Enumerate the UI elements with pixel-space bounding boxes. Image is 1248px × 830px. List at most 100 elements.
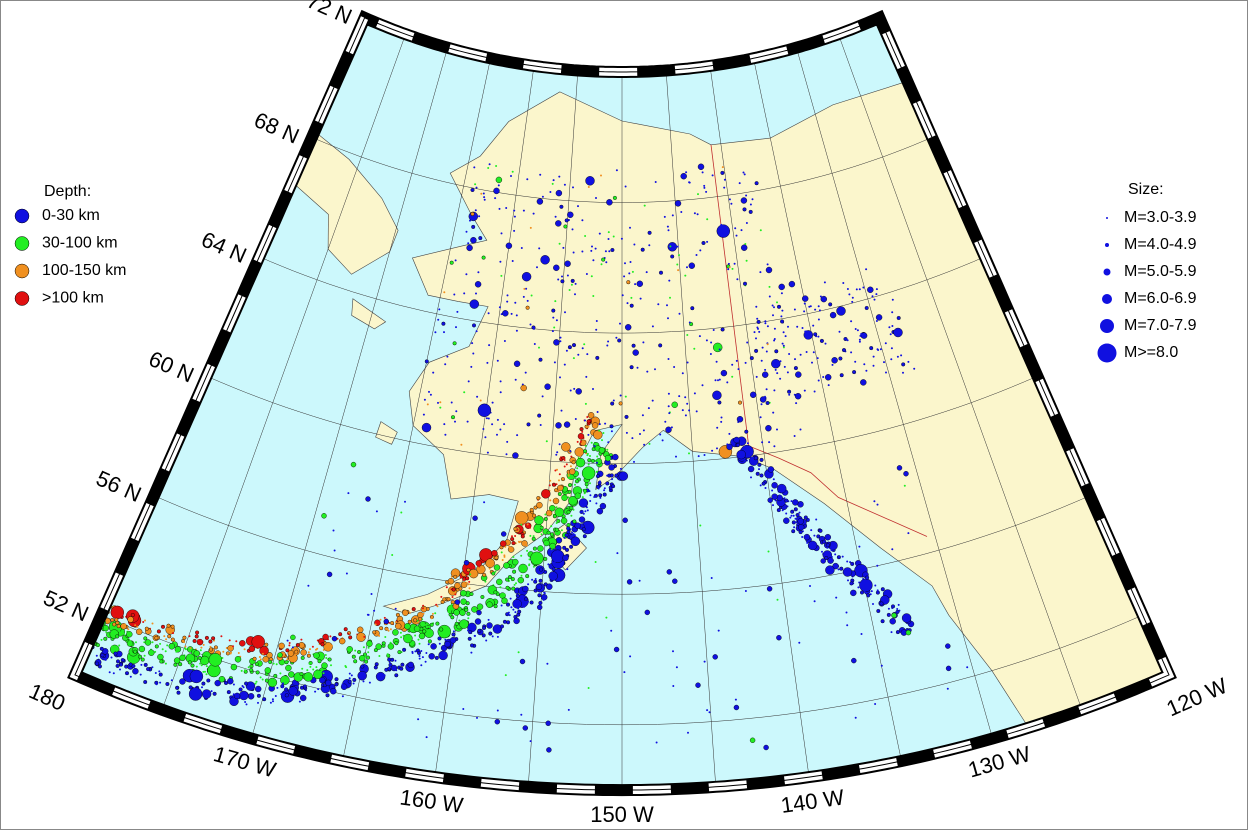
earthquake-marker: [356, 632, 366, 642]
earthquake-marker: [850, 589, 857, 597]
earthquake-marker: [431, 612, 434, 615]
earthquake-marker: [258, 656, 261, 658]
earthquake-marker: [417, 638, 420, 641]
earthquake-marker: [811, 361, 813, 364]
earthquake-marker: [614, 473, 619, 478]
earthquake-marker: [623, 275, 626, 278]
earthquake-marker: [750, 391, 757, 398]
earthquake-marker: [574, 447, 584, 457]
earthquake-marker: [202, 643, 205, 646]
earthquake-marker: [492, 560, 495, 563]
earthquake-marker: [581, 510, 584, 513]
earthquake-marker: [524, 371, 527, 374]
earthquake-marker: [569, 465, 572, 468]
earthquake-marker: [514, 535, 517, 537]
earthquake-marker: [541, 489, 551, 499]
earthquake-marker: [503, 555, 506, 558]
earthquake-marker: [579, 511, 582, 514]
earthquake-marker: [773, 389, 776, 392]
earthquake-marker: [507, 546, 515, 553]
earthquake-marker: [316, 647, 319, 650]
earthquake-marker: [427, 643, 430, 646]
earthquake-marker: [94, 661, 99, 666]
earthquake-marker: [375, 649, 378, 652]
earthquake-marker: [214, 679, 221, 687]
earthquake-marker: [517, 607, 520, 610]
earthquake-marker: [508, 545, 511, 548]
earthquake-marker: [142, 621, 145, 623]
earthquake-marker: [547, 563, 550, 566]
earthquake-marker: [496, 709, 499, 712]
earthquake-marker: [686, 402, 689, 405]
earthquake-marker: [383, 674, 386, 677]
earthquake-marker: [112, 672, 115, 675]
earthquake-marker: [438, 642, 441, 645]
earthquake-marker: [771, 304, 774, 307]
earthquake-marker: [765, 425, 772, 432]
earthquake-marker: [200, 646, 203, 649]
earthquake-marker: [744, 361, 747, 364]
earthquake-marker: [681, 409, 684, 412]
earthquake-marker: [195, 665, 198, 668]
earthquake-marker: [156, 629, 161, 634]
earthquake-marker: [172, 632, 174, 635]
earthquake-marker: [144, 626, 149, 631]
earthquake-marker: [256, 693, 261, 698]
earthquake-marker: [556, 519, 561, 524]
earthquake-marker: [875, 314, 883, 321]
earthquake-marker: [510, 577, 515, 582]
earthquake-marker: [539, 525, 544, 530]
earthquake-marker: [581, 527, 586, 532]
earthquake-marker: [744, 429, 749, 434]
land: [351, 298, 387, 330]
earthquake-marker: [647, 230, 652, 235]
earthquake-marker: [563, 459, 566, 461]
earthquake-marker: [761, 481, 766, 486]
earthquake-marker: [242, 686, 245, 689]
earthquake-marker: [857, 586, 860, 589]
earthquake-marker: [468, 587, 471, 590]
earthquake-marker: [734, 227, 737, 230]
earthquake-marker: [558, 175, 561, 178]
earthquake-marker: [565, 349, 568, 352]
earthquake-marker: [564, 533, 569, 538]
earthquake-marker: [174, 646, 182, 653]
earthquake-marker: [163, 635, 166, 638]
earthquake-marker: [564, 311, 566, 314]
earthquake-marker: [666, 304, 668, 307]
earthquake-marker: [584, 402, 587, 405]
earthquake-marker: [474, 618, 482, 625]
earthquake-marker: [712, 329, 715, 331]
earthquake-marker: [272, 700, 274, 703]
earthquake-marker: [846, 624, 849, 627]
earthquake-marker: [903, 471, 909, 477]
earthquake-marker: [896, 608, 899, 610]
legend-title: Size:: [1128, 181, 1164, 198]
earthquake-marker: [506, 440, 509, 443]
earthquake-marker: [842, 567, 853, 577]
earthquake-marker: [372, 630, 377, 635]
earthquake-marker: [313, 669, 323, 680]
earthquake-marker: [716, 224, 730, 238]
earthquake-marker: [516, 528, 519, 531]
earthquake-marker: [699, 524, 702, 527]
earthquake-marker: [115, 663, 120, 668]
earthquake-marker: [312, 668, 315, 671]
earthquake-marker: [426, 403, 429, 406]
earthquake-marker: [876, 564, 879, 567]
earthquake-marker: [506, 300, 509, 303]
earthquake-marker: [273, 673, 278, 678]
earthquake-marker: [859, 334, 862, 337]
earthquake-marker: [581, 219, 584, 222]
earthquake-marker: [615, 169, 618, 172]
earthquake-marker: [604, 250, 607, 253]
earthquake-marker: [322, 672, 325, 675]
earthquake-marker: [597, 487, 600, 490]
earthquake-marker: [755, 305, 758, 308]
earthquake-marker: [343, 627, 348, 632]
earthquake-marker: [467, 242, 470, 245]
earthquake-marker: [791, 520, 796, 525]
earthquake-marker: [612, 235, 615, 238]
earthquake-marker: [594, 247, 597, 250]
earthquake-marker: [574, 492, 581, 500]
